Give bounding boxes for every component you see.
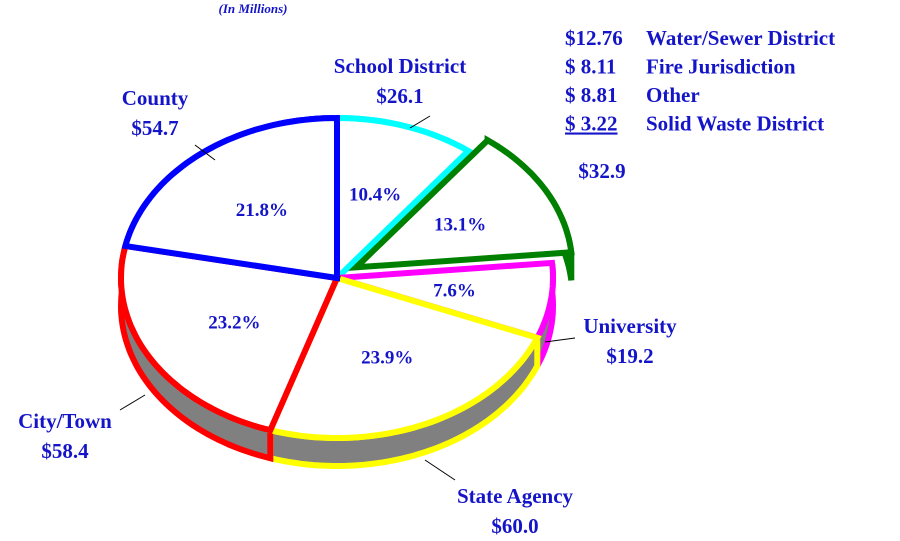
- leader-line: [194, 144, 216, 161]
- percent-label: 21.8%: [236, 200, 288, 221]
- percent-label: 23.2%: [208, 312, 260, 333]
- percent-label: 7.6%: [433, 281, 476, 302]
- percent-label: 13.1%: [434, 215, 486, 236]
- slice: [117, 242, 342, 434]
- pie-tops: [117, 114, 575, 441]
- breakdown-name: Other: [646, 83, 700, 107]
- category-label: City/Town: [18, 409, 112, 433]
- amount-label: $60.0: [491, 514, 538, 538]
- percent-label: 10.4%: [349, 185, 401, 206]
- slice: [121, 114, 340, 282]
- category-label: State Agency: [457, 484, 574, 508]
- breakdown-amount: $ 3.22: [565, 112, 618, 136]
- breakdown-amount: $12.76: [565, 26, 623, 50]
- category-label: County: [122, 86, 189, 110]
- amount-label: $58.4: [41, 439, 89, 463]
- leader-line: [424, 459, 456, 481]
- slice: [336, 259, 557, 342]
- amount-label: $19.2: [606, 344, 653, 368]
- leader-line: [119, 394, 146, 411]
- category-label: School District: [334, 54, 466, 78]
- labels: 10.4% 13.1% 7.6% 23.9% 23.2% 21.8% School Dist…: [18, 26, 835, 538]
- percent-label: 23.9%: [361, 348, 413, 369]
- leader-line: [544, 337, 576, 343]
- category-label: University: [583, 314, 677, 338]
- amount-label: $26.1: [376, 84, 423, 108]
- chart-subtitle: (In Millions): [219, 1, 288, 16]
- breakdown-name: Solid Waste District: [646, 112, 824, 136]
- amount-label: $32.9: [578, 159, 625, 183]
- breakdown-amount: $ 8.11: [565, 55, 616, 79]
- breakdown-amount: $ 8.81: [565, 83, 618, 107]
- leader-line: [409, 115, 431, 129]
- breakdown-name: Water/Sewer District: [646, 26, 835, 50]
- slice: [266, 274, 542, 441]
- amount-label: $54.7: [131, 116, 178, 140]
- breakdown-name: Fire Jurisdiction: [646, 55, 796, 79]
- slice: [334, 114, 474, 286]
- slice: [348, 136, 575, 271]
